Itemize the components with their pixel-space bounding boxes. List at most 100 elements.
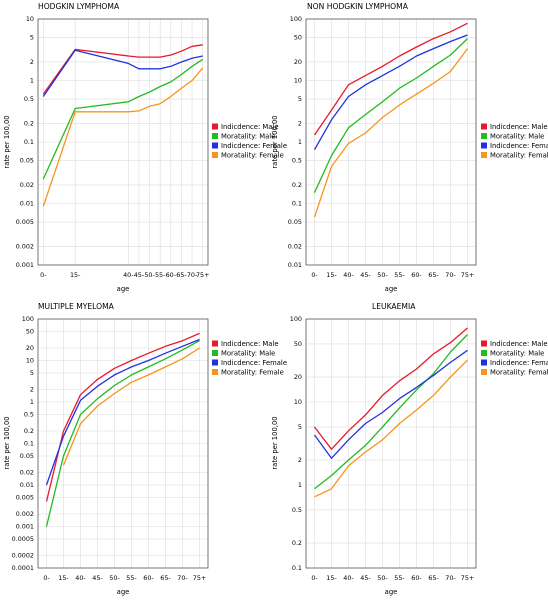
x-tick-label: 50- xyxy=(144,271,154,279)
plot-frame xyxy=(305,318,477,569)
x-tick-label: 50- xyxy=(377,574,387,582)
legend-label: Moratality: Male xyxy=(490,133,544,141)
x-tick-label: 15- xyxy=(70,271,80,279)
legend-label: Moratality: Female xyxy=(221,369,284,377)
y-tick-label: 1 xyxy=(30,77,34,85)
series-line-1 xyxy=(313,327,468,450)
series-line-1 xyxy=(313,22,468,136)
legend-swatch xyxy=(212,152,218,158)
legend-swatch xyxy=(481,350,487,356)
legend-swatch xyxy=(212,123,218,130)
x-axis-label: age xyxy=(117,588,130,596)
legend-swatch xyxy=(481,152,487,158)
legend-label: Moratality: Male xyxy=(221,350,275,358)
y-tick-label: 1 xyxy=(30,398,34,406)
legend-swatch xyxy=(212,359,218,366)
legend: Indicdence: Male Moratality: MaleIndicden… xyxy=(481,340,548,377)
series-line-3 xyxy=(42,49,203,97)
y-tick-label: 0.2 xyxy=(24,427,34,435)
legend-swatch xyxy=(212,369,218,375)
y-tick-label: 0.05 xyxy=(288,218,302,226)
series-line-3 xyxy=(313,34,468,151)
y-tick-label: 50 xyxy=(294,340,302,348)
x-tick-label: 60- xyxy=(411,574,421,582)
series-line-2 xyxy=(45,340,200,527)
y-tick-label: 0.5 xyxy=(292,157,302,165)
y-axis-label: rate per 100,00 xyxy=(3,115,11,168)
x-tick-label: 55- xyxy=(394,271,404,279)
y-tick-label: 0.5 xyxy=(24,411,34,419)
legend: Indicdence: Male Moratality: MaleIndicden… xyxy=(212,340,287,377)
legend-swatch xyxy=(481,369,487,375)
x-axis-label: age xyxy=(385,588,398,596)
series-line-1 xyxy=(45,332,200,502)
y-tick-label: 0.2 xyxy=(292,539,302,547)
y-tick-label: 0.5 xyxy=(292,506,302,514)
y-tick-label: 5 xyxy=(30,369,34,377)
y-tick-label: 0.01 xyxy=(20,481,34,489)
x-tick-label: 40- xyxy=(75,574,85,582)
x-tick-label: 65- xyxy=(176,271,186,279)
y-tick-label: 1 xyxy=(298,138,302,146)
x-tick-label: 45- xyxy=(360,271,370,279)
y-tick-label: 0.05 xyxy=(20,157,34,165)
legend-label: Indicdence: Female xyxy=(221,142,287,150)
x-tick-label: 65- xyxy=(428,271,438,279)
x-tick-label: 50- xyxy=(377,271,387,279)
y-tick-label: 0.02 xyxy=(20,469,34,477)
chart-title: NON HODGKIN LYMPHOMA xyxy=(307,2,409,11)
x-tick-label: 60- xyxy=(411,271,421,279)
y-tick-label: 100 xyxy=(290,315,302,323)
x-tick-label: 40- xyxy=(343,574,353,582)
y-tick-label: 100 xyxy=(22,315,34,323)
plot-frame xyxy=(37,318,209,569)
legend-swatch xyxy=(481,133,487,139)
y-tick-label: 10 xyxy=(26,15,34,23)
y-tick-label: 0.02 xyxy=(288,243,302,251)
series-line-4 xyxy=(313,48,469,218)
x-axis-label: age xyxy=(117,285,130,293)
x-tick-label: 0- xyxy=(311,574,317,582)
y-tick-label: 0.02 xyxy=(20,181,34,189)
y-tick-label: 20 xyxy=(26,344,34,352)
x-tick-label: 50- xyxy=(109,574,119,582)
plot-frame xyxy=(305,18,477,266)
y-tick-label: 2 xyxy=(30,58,34,66)
x-tick-label: 55- xyxy=(155,271,165,279)
series-line-3 xyxy=(313,349,468,459)
y-tick-label: 0.1 xyxy=(24,440,34,448)
y-tick-label: 5 xyxy=(298,423,302,431)
y-tick-label: 20 xyxy=(294,373,302,381)
x-tick-label: 0- xyxy=(40,271,46,279)
legend-label: Indicdence: Female xyxy=(490,359,548,367)
x-tick-label: 70- xyxy=(445,574,455,582)
y-tick-label: 0.0002 xyxy=(12,552,34,560)
series-line-1 xyxy=(42,44,203,95)
legend: Indicdence: Male Moratality: MaleIndicden… xyxy=(481,123,548,160)
legend-label: Moratality: Female xyxy=(490,152,548,160)
series-line-2 xyxy=(314,334,468,490)
y-tick-label: 2 xyxy=(30,386,34,394)
chart-title: LEUKAEMIA xyxy=(372,302,416,311)
legend: Indicdence: Male Moratality: MaleIndicden… xyxy=(212,123,287,160)
y-tick-label: 0.2 xyxy=(24,120,34,128)
legend-swatch xyxy=(212,133,218,139)
plot-frame xyxy=(37,18,209,266)
y-tick-label: 20 xyxy=(294,58,302,66)
x-tick-label: 75+ xyxy=(193,574,207,582)
x-tick-label: 70- xyxy=(445,271,455,279)
chart-panel-2: 100 50 20 10 5 2 1 0.5 0.2 0.1 0.05 0.02 0.01 0- 15- 40… xyxy=(271,2,548,293)
y-tick-label: 50 xyxy=(294,34,302,42)
x-tick-label: 70- xyxy=(187,271,197,279)
y-tick-label: 0.001 xyxy=(16,523,34,531)
legend-label: Indicdence: Male xyxy=(490,123,548,131)
y-tick-label: 0.5 xyxy=(24,95,34,103)
y-tick-label: 0.1 xyxy=(24,138,34,146)
series-line-2 xyxy=(313,38,468,193)
x-tick-label: 60- xyxy=(166,271,176,279)
x-axis-label: age xyxy=(385,285,398,293)
chart-panel-4: 100 50 20 10 5 2 1 0.5 0.2 0.1 0- 15- 40- 45- 50- 55- 60… xyxy=(271,302,548,596)
chart-panel-1: 10 5 2 1 0.5 0.2 0.1 0.05 0.02 0.01 0.005 0.002 0.00… xyxy=(3,2,287,293)
series-line-2 xyxy=(42,58,204,180)
